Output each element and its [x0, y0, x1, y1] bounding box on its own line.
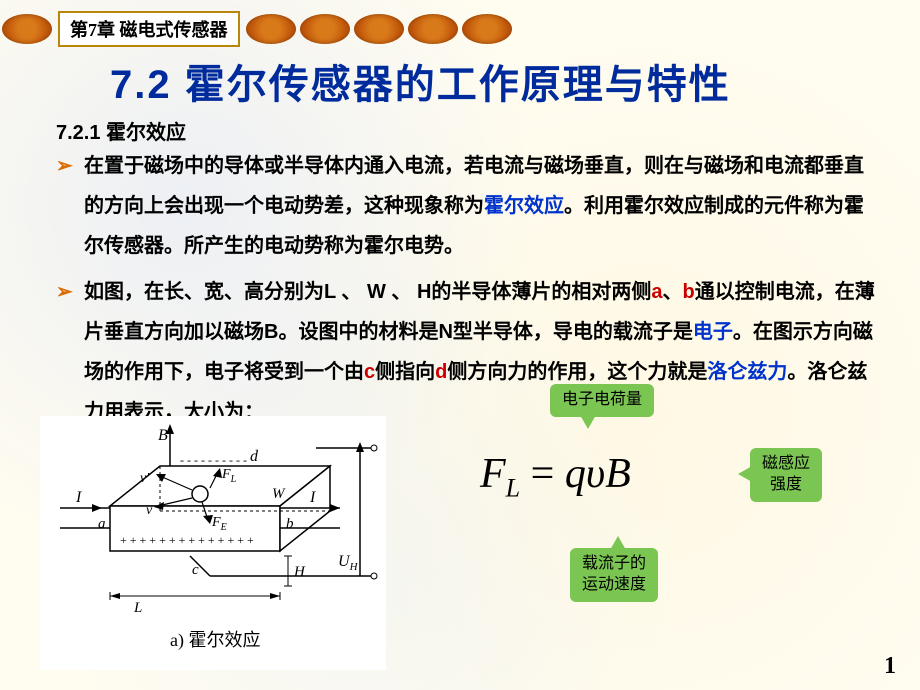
- text: 、: [663, 281, 683, 303]
- highlight-lorentz: 洛仑兹力: [707, 361, 787, 383]
- label-I-right: I: [309, 489, 316, 506]
- hall-effect-diagram: + + + + + + + + + + + + + + - - - - - - …: [40, 416, 386, 670]
- svg-text:- - - - - - - - - -: - - - - - - - - - -: [180, 453, 247, 467]
- section-subtitle: 7.2.1 霍尔效应: [56, 116, 186, 145]
- ornament-icon: [462, 14, 512, 44]
- label-H: H: [293, 564, 306, 580]
- label-FE-sub: E: [220, 522, 227, 533]
- label-b: b: [286, 516, 294, 532]
- label-d: d: [250, 448, 259, 465]
- svg-text:+ + + + + + + + + + + + + +: + + + + + + + + + + + + + +: [120, 533, 254, 547]
- label-v: v: [146, 503, 153, 518]
- svg-text:UH: UH: [338, 553, 359, 573]
- page-number: 1: [884, 653, 896, 680]
- ornament-icon: [2, 14, 52, 44]
- formula-v: υ: [586, 451, 605, 497]
- diagram-caption: a) 霍尔效应: [170, 630, 260, 651]
- formula-eq: =: [520, 451, 565, 497]
- callout-velocity: 载流子的运动速度: [570, 548, 658, 602]
- formula-L: L: [506, 473, 520, 502]
- ornament-icon: [354, 14, 404, 44]
- text: 如图，在长、宽、高分别为L 、 W 、 H的半导体薄片的相对两侧: [84, 281, 651, 303]
- formula-F: F: [480, 451, 506, 497]
- label-FL: F: [221, 467, 231, 482]
- highlight-hall: 霍尔效应: [484, 195, 564, 217]
- callout-charge: 电子电荷量: [550, 384, 654, 417]
- label-vprime: v': [140, 471, 150, 486]
- label-a: a: [98, 516, 106, 532]
- header-band: 第7章 磁电式传感器: [0, 12, 920, 46]
- label-c: c: [192, 562, 199, 578]
- text: 侧指向: [375, 361, 435, 383]
- label-FL-sub: L: [230, 474, 237, 485]
- label-W: W: [272, 486, 286, 502]
- highlight-b: b: [683, 281, 695, 303]
- lorentz-formula: FL = qυB: [480, 450, 631, 503]
- label-B: B: [158, 427, 168, 444]
- text: 侧方向力的作用，这个力就是: [447, 361, 707, 383]
- label-UH-sub: H: [349, 561, 359, 573]
- bullet-paragraph: 在置于磁场中的导体或半导体内通入电流，若电流与磁场垂直，则在与磁场和电流都垂直的…: [56, 146, 880, 266]
- ornament-icon: [408, 14, 458, 44]
- highlight-a: a: [651, 281, 662, 303]
- ornament-icon: [300, 14, 350, 44]
- highlight-electron: 电子: [693, 321, 733, 343]
- highlight-d: d: [435, 361, 447, 383]
- label-L: L: [133, 600, 142, 616]
- formula-B: B: [605, 451, 631, 497]
- chapter-label: 第7章 磁电式传感器: [58, 11, 240, 47]
- page-title: 7.2 霍尔传感器的工作原理与特性: [110, 52, 731, 110]
- highlight-c: c: [364, 361, 375, 383]
- callout-flux: 磁感应强度: [750, 448, 822, 502]
- label-I-left: I: [75, 489, 82, 506]
- formula-zone: 电子电荷量 磁感应强度 载流子的运动速度 FL = qυB: [430, 390, 900, 650]
- label-FE: F: [211, 515, 221, 530]
- formula-q: q: [565, 451, 586, 497]
- ornament-icon: [246, 14, 296, 44]
